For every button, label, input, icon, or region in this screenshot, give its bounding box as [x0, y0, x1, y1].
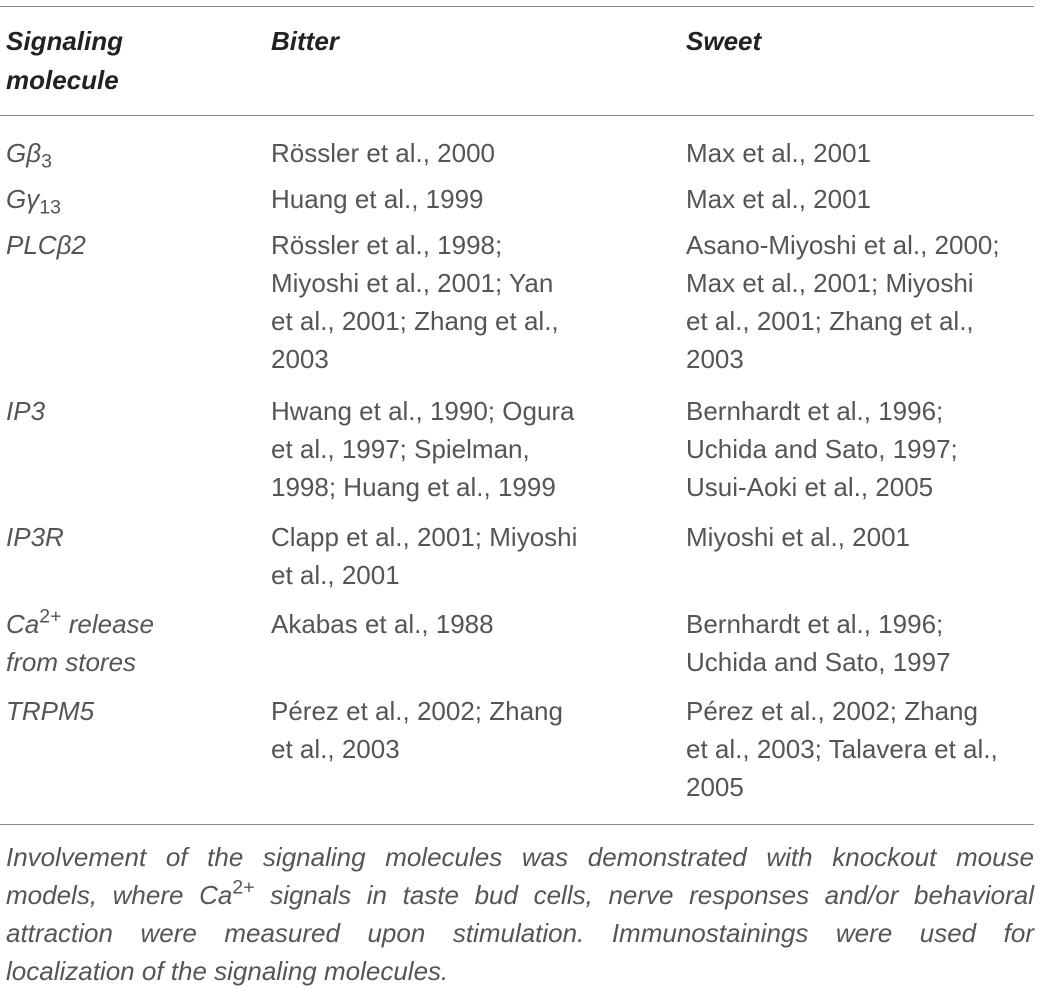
header-line: Signaling [6, 26, 123, 56]
citation-line: Hwang et al., 1990; Ogura [271, 396, 575, 426]
molecule-subscript: 13 [39, 196, 61, 219]
table-row-molecule: Ca2+ release from stores [6, 605, 246, 681]
citation-line: Max et al., 2001 [686, 184, 871, 214]
molecule-name: PLCβ2 [6, 230, 86, 260]
citation-line: et al., 2001; Zhang et al., [271, 306, 559, 336]
header-signaling-molecule: Signaling molecule [6, 22, 246, 100]
header-bitter: Bitter [271, 26, 339, 56]
footnote-superscript: 2+ [232, 876, 255, 899]
citation-line: Pérez et al., 2002; Zhang [686, 696, 978, 726]
table-row-molecule: Gγ13 [6, 180, 246, 218]
footnote-line: Involvement of the signaling molecules w… [6, 842, 1034, 872]
citation-line: Max et al., 2001 [686, 138, 871, 168]
citation-line: Akabas et al., 1988 [271, 609, 494, 639]
citation-line: 2003 [271, 344, 329, 374]
molecule-name-rest: release [61, 609, 154, 639]
citation-line: Bernhardt et al., 1996; [686, 609, 944, 639]
table-row-bitter: Huang et al., 1999 [271, 180, 621, 218]
table-row-bitter: Pérez et al., 2002; Zhang et al., 2003 [271, 692, 621, 768]
footnote-line: localization of the signaling molecules. [6, 956, 449, 986]
molecule-name: Ca [6, 609, 40, 639]
molecule-superscript: 2+ [39, 605, 62, 628]
table-row-molecule: PLCβ2 [6, 226, 246, 264]
header-rule [0, 115, 1034, 116]
molecule-name: Gβ [6, 138, 42, 168]
citation-line: Bernhardt et al., 1996; [686, 396, 944, 426]
molecule-subscript: 3 [41, 150, 52, 173]
table-bottom-rule [0, 824, 1034, 825]
citation-line: Pérez et al., 2002; Zhang [271, 696, 563, 726]
molecule-name-line2: from stores [6, 647, 137, 677]
citation-line: et al., 2003; Talavera et al., [686, 734, 998, 764]
table-row-bitter: Clapp et al., 2001; Miyoshi et al., 2001 [271, 518, 621, 594]
table-row-sweet: Pérez et al., 2002; Zhang et al., 2003; … [686, 692, 1031, 806]
header-line: molecule [6, 65, 119, 95]
citation-line: Usui-Aoki et al., 2005 [686, 472, 934, 502]
table-row-bitter: Akabas et al., 1988 [271, 605, 621, 643]
citation-line: Huang et al., 1999 [271, 184, 484, 214]
citation-line: Rössler et al., 2000 [271, 138, 496, 168]
table-row-sweet: Bernhardt et al., 1996; Uchida and Sato,… [686, 392, 1031, 506]
header-sweet: Sweet [686, 26, 762, 56]
citation-line: et al., 2003 [271, 734, 400, 764]
table-row-sweet: Asano-Miyoshi et al., 2000; Max et al., … [686, 226, 1031, 378]
citation-line: Miyoshi et al., 2001 [686, 522, 911, 552]
citation-line: Uchida and Sato, 1997 [686, 647, 951, 677]
citation-line: et al., 1997; Spielman, [271, 434, 530, 464]
molecule-name: IP3 [6, 396, 46, 426]
molecule-name: TRPM5 [6, 696, 95, 726]
table-row-molecule: IP3R [6, 518, 246, 556]
footnote-text: signals in taste bud cells, nerve respon… [254, 880, 1034, 910]
table-row-sweet: Max et al., 2001 [686, 180, 1031, 218]
footnote-line: models, where Ca2+ signals in taste bud … [6, 876, 1034, 914]
citation-line: Rössler et al., 1998; [271, 230, 503, 260]
citation-line: 2003 [686, 344, 744, 374]
table-row-molecule: IP3 [6, 392, 246, 430]
citation-line: 2005 [686, 772, 744, 802]
table-row-molecule: TRPM5 [6, 692, 246, 730]
citation-line: et al., 2001; Zhang et al., [686, 306, 974, 336]
citation-line: Max et al., 2001; Miyoshi [686, 268, 974, 298]
table-row-bitter: Rössler et al., 1998; Miyoshi et al., 20… [271, 226, 621, 378]
citation-line: 1998; Huang et al., 1999 [271, 472, 556, 502]
footnote-line: attraction were measured upon stimulatio… [6, 918, 1034, 948]
table-footnote: Involvement of the signaling molecules w… [6, 838, 1034, 990]
molecule-name: Gγ [6, 184, 40, 214]
table-row-molecule: Gβ3 [6, 134, 246, 172]
citation-line: Clapp et al., 2001; Miyoshi [271, 522, 578, 552]
table-top-rule [0, 6, 1034, 7]
table-row-bitter: Hwang et al., 1990; Ogura et al., 1997; … [271, 392, 621, 506]
table-row-bitter: Rössler et al., 2000 [271, 134, 621, 172]
table-row-sweet: Miyoshi et al., 2001 [686, 518, 1031, 556]
citation-line: Uchida and Sato, 1997; [686, 434, 958, 464]
citation-line: Asano-Miyoshi et al., 2000; [686, 230, 1000, 260]
footnote-text: models, where Ca [6, 880, 233, 910]
table-row-sweet: Max et al., 2001 [686, 134, 1031, 172]
table-row-sweet: Bernhardt et al., 1996; Uchida and Sato,… [686, 605, 1031, 681]
molecule-name: IP3R [6, 522, 64, 552]
citation-line: Miyoshi et al., 2001; Yan [271, 268, 554, 298]
citation-line: et al., 2001 [271, 560, 400, 590]
